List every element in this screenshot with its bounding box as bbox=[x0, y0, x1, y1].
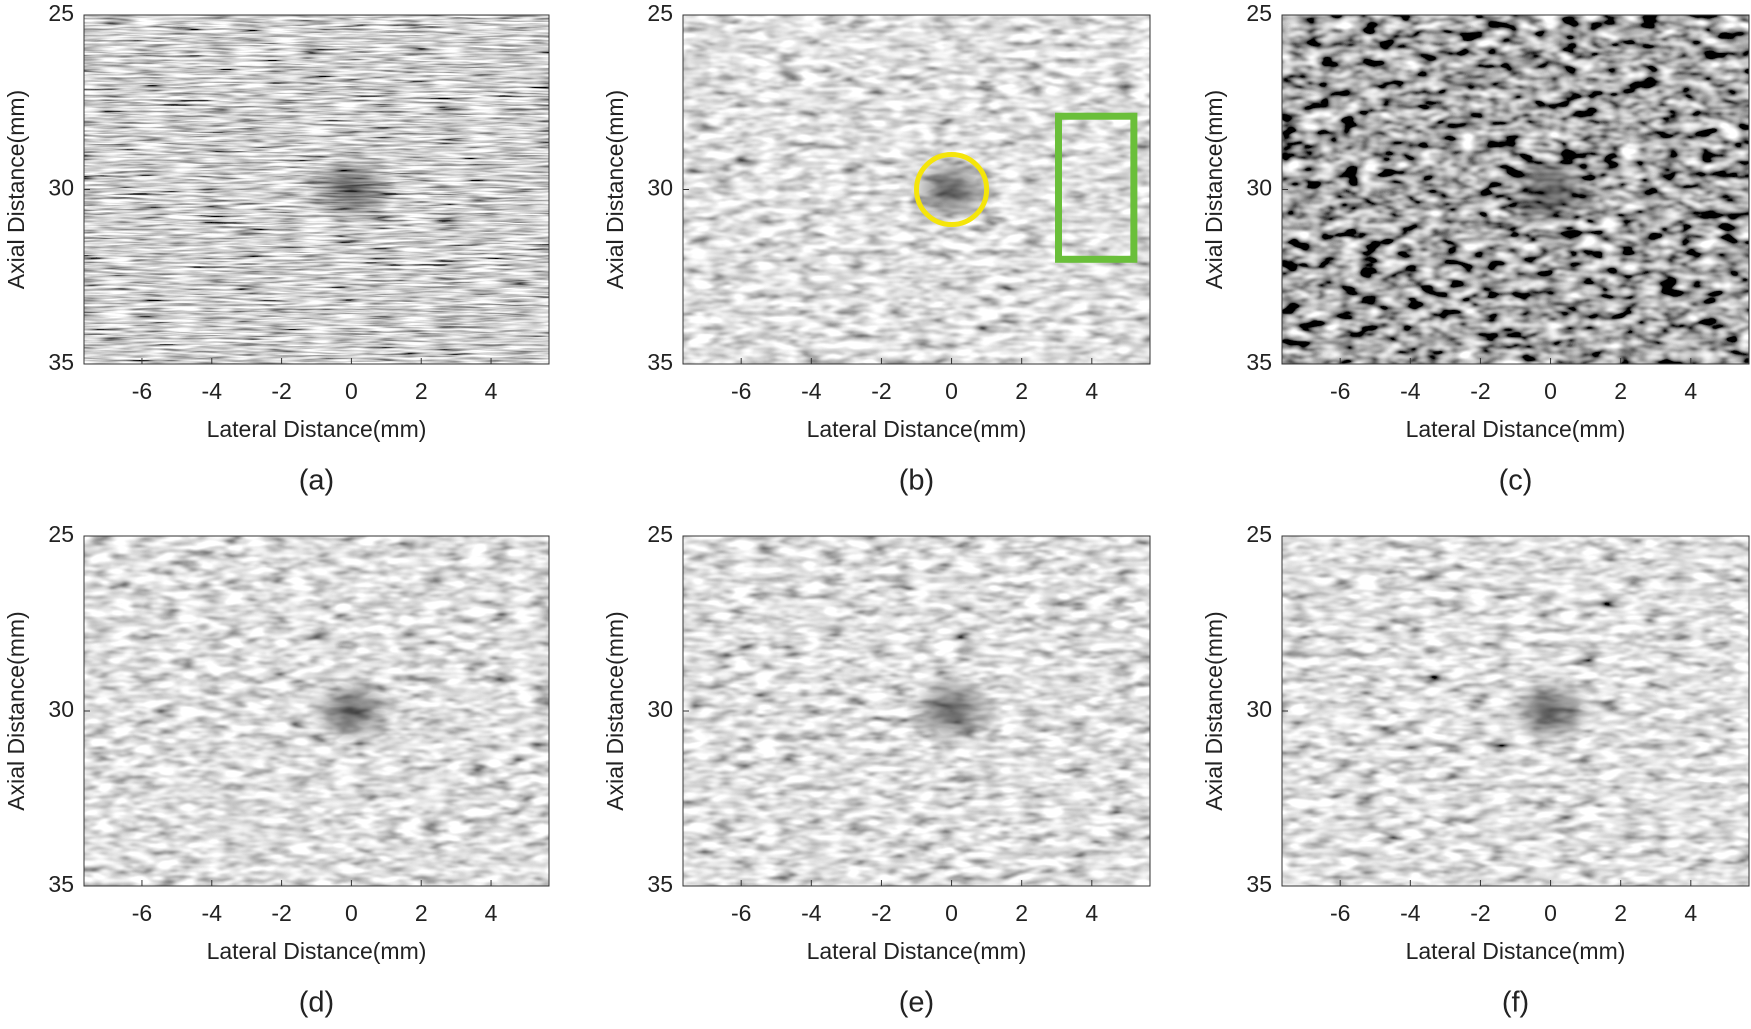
x-tick-label: 4 bbox=[1085, 378, 1098, 404]
x-tick-label: 4 bbox=[1684, 378, 1697, 404]
y-axis-label: Axial Distance(mm) bbox=[3, 90, 29, 289]
x-tick-label: -6 bbox=[132, 900, 152, 926]
x-tick-label: -6 bbox=[1330, 378, 1350, 404]
x-tick-label: 2 bbox=[1614, 900, 1627, 926]
roi-circle bbox=[914, 151, 990, 228]
x-tick-label: 4 bbox=[485, 378, 498, 404]
x-axis-label: Lateral Distance(mm) bbox=[807, 416, 1027, 442]
x-tick-label: 2 bbox=[415, 900, 428, 926]
image-lesion bbox=[905, 676, 998, 746]
y-tick-label: 35 bbox=[647, 349, 673, 375]
image-lesion bbox=[1504, 154, 1597, 225]
y-tick-label: 30 bbox=[1246, 175, 1272, 201]
y-axis-label: Axial Distance(mm) bbox=[3, 611, 29, 810]
x-tick-label: -4 bbox=[1400, 378, 1421, 404]
y-tick-label: 30 bbox=[647, 175, 673, 201]
x-tick-label: -4 bbox=[202, 378, 223, 404]
y-tick-label: 25 bbox=[647, 521, 673, 547]
x-tick-label: -2 bbox=[871, 900, 891, 926]
y-tick-label: 25 bbox=[1246, 521, 1272, 547]
y-tick-label: 35 bbox=[48, 871, 74, 897]
image-lesion bbox=[306, 154, 397, 225]
image-lesion bbox=[1504, 676, 1597, 746]
x-tick-label: -2 bbox=[1470, 900, 1490, 926]
panel-caption: (d) bbox=[299, 987, 334, 1019]
x-tick-label: 2 bbox=[1614, 378, 1627, 404]
x-axis-label: Lateral Distance(mm) bbox=[1406, 938, 1626, 964]
panel-caption: (b) bbox=[899, 465, 934, 497]
y-tick-label: 35 bbox=[1246, 349, 1272, 375]
y-tick-label: 30 bbox=[48, 696, 74, 722]
x-tick-label: 2 bbox=[1015, 900, 1028, 926]
y-axis-label: Axial Distance(mm) bbox=[602, 611, 628, 810]
x-tick-label: -6 bbox=[1330, 900, 1350, 926]
panel-caption: (a) bbox=[299, 465, 334, 497]
x-tick-label: -2 bbox=[871, 378, 891, 404]
x-tick-label: -4 bbox=[1400, 900, 1421, 926]
x-tick-label: 0 bbox=[945, 900, 958, 926]
x-axis-label: Lateral Distance(mm) bbox=[207, 938, 427, 964]
y-tick-label: 25 bbox=[647, 0, 673, 26]
roi-rect bbox=[1054, 112, 1138, 263]
x-tick-label: -6 bbox=[132, 378, 152, 404]
y-tick-label: 25 bbox=[48, 521, 74, 547]
x-tick-label: -2 bbox=[1470, 378, 1490, 404]
panel-caption: (f) bbox=[1502, 987, 1529, 1019]
x-tick-label: 0 bbox=[1544, 378, 1557, 404]
x-tick-label: -6 bbox=[731, 900, 751, 926]
y-tick-label: 35 bbox=[48, 349, 74, 375]
y-tick-label: 25 bbox=[1246, 0, 1272, 26]
x-tick-label: -6 bbox=[731, 378, 751, 404]
x-tick-label: -4 bbox=[801, 900, 822, 926]
x-tick-label: 4 bbox=[1085, 900, 1098, 926]
y-tick-label: 35 bbox=[647, 871, 673, 897]
x-tick-label: 0 bbox=[945, 378, 958, 404]
x-tick-label: -2 bbox=[271, 378, 291, 404]
y-tick-label: 30 bbox=[1246, 696, 1272, 722]
x-tick-label: 2 bbox=[415, 378, 428, 404]
x-tick-label: -2 bbox=[271, 900, 291, 926]
y-tick-label: 30 bbox=[48, 175, 74, 201]
panel-caption: (e) bbox=[899, 987, 934, 1019]
x-axis-label: Lateral Distance(mm) bbox=[207, 416, 427, 442]
x-tick-label: 0 bbox=[345, 378, 358, 404]
image-lesion bbox=[306, 676, 397, 746]
y-tick-label: 30 bbox=[647, 696, 673, 722]
x-tick-label: -4 bbox=[801, 378, 822, 404]
x-axis-label: Lateral Distance(mm) bbox=[807, 938, 1027, 964]
x-tick-label: 0 bbox=[1544, 900, 1557, 926]
x-tick-label: 4 bbox=[485, 900, 498, 926]
x-axis-label: Lateral Distance(mm) bbox=[1406, 416, 1626, 442]
y-tick-label: 35 bbox=[1246, 871, 1272, 897]
y-axis-label: Axial Distance(mm) bbox=[1201, 611, 1227, 810]
x-tick-label: -4 bbox=[202, 900, 223, 926]
y-tick-label: 25 bbox=[48, 0, 74, 26]
y-axis-label: Axial Distance(mm) bbox=[602, 90, 628, 289]
x-tick-label: 0 bbox=[345, 900, 358, 926]
y-axis-label: Axial Distance(mm) bbox=[1201, 90, 1227, 289]
x-tick-label: 4 bbox=[1684, 900, 1697, 926]
image-lesion bbox=[905, 154, 998, 225]
panel-caption: (c) bbox=[1499, 465, 1533, 497]
x-tick-label: 2 bbox=[1015, 378, 1028, 404]
